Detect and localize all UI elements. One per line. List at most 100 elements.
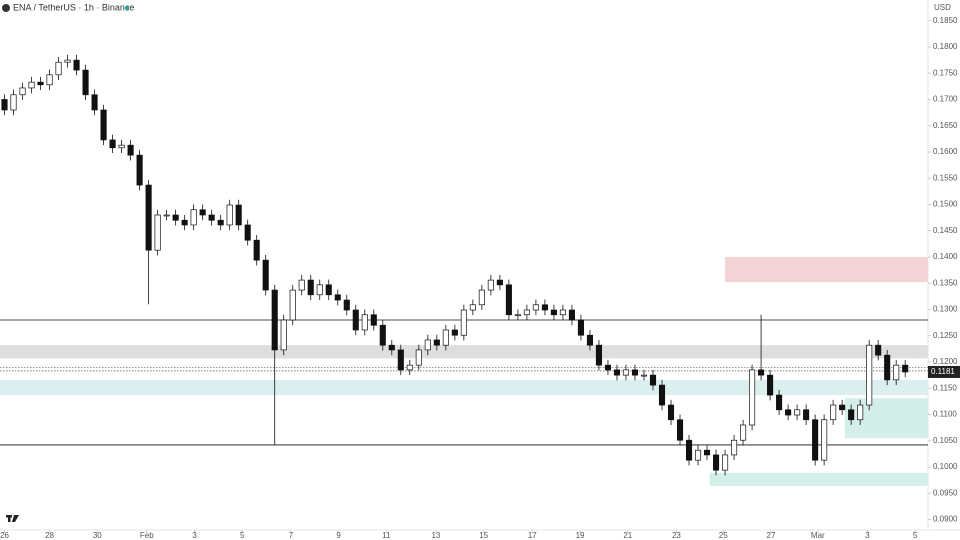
candle-body xyxy=(451,329,458,336)
candle-body xyxy=(280,319,287,351)
y-tick-label: 0.1500 xyxy=(933,200,958,209)
candle-body xyxy=(253,239,260,261)
x-tick-label: 19 xyxy=(576,531,585,540)
candle-body xyxy=(803,409,810,421)
candle-body xyxy=(514,314,521,317)
candle-body xyxy=(298,279,305,291)
y-tick-label: 0.1450 xyxy=(933,226,958,235)
candle-body xyxy=(46,74,53,86)
candle-body xyxy=(100,109,107,141)
candle-body xyxy=(190,209,197,226)
candle-body xyxy=(217,219,224,226)
y-tick-label: 0.1200 xyxy=(933,357,958,366)
zone xyxy=(0,379,928,396)
candle-body xyxy=(442,329,449,346)
candle-body xyxy=(505,284,512,316)
candle-body xyxy=(487,279,494,291)
candle-body xyxy=(640,374,648,377)
x-tick-label: 23 xyxy=(672,531,681,540)
candle-body xyxy=(586,334,594,346)
candle-body xyxy=(749,369,756,426)
y-tick-label: 0.1650 xyxy=(933,121,958,130)
y-tick-label: 0.1800 xyxy=(933,42,958,51)
candle-body xyxy=(794,409,801,416)
candle-body xyxy=(19,87,26,96)
candle-body xyxy=(28,81,35,89)
chart-title: ENA / TetherUS · 1h · Binance xyxy=(13,2,134,12)
candle-body xyxy=(370,314,377,326)
candle-body xyxy=(181,219,188,226)
candle-body xyxy=(316,284,323,296)
y-tick-label: 0.1850 xyxy=(933,16,958,25)
candle-body xyxy=(812,419,819,461)
y-tick-label: 0.0900 xyxy=(933,515,958,524)
candle-body xyxy=(172,214,179,221)
y-tick-label: 0.1400 xyxy=(933,252,958,261)
candle-body xyxy=(163,214,170,217)
candle-body xyxy=(343,299,350,311)
candle-body xyxy=(352,309,359,331)
candle-body xyxy=(433,339,440,346)
candle-body xyxy=(821,419,828,461)
last-price-box xyxy=(928,365,960,378)
x-tick-label: 13 xyxy=(431,531,440,540)
candle-body xyxy=(118,144,125,149)
candle-body xyxy=(613,369,621,376)
candle-body xyxy=(857,404,864,421)
candle-body xyxy=(848,409,855,421)
candle-body xyxy=(649,374,657,386)
candle-body xyxy=(235,204,242,226)
x-tick-label: 21 xyxy=(623,531,632,540)
candle-body xyxy=(127,144,134,156)
candle-body xyxy=(758,369,765,376)
candle-body xyxy=(64,59,71,63)
candle-body xyxy=(361,314,368,331)
candle-body xyxy=(397,349,404,371)
candle-body xyxy=(55,61,62,76)
y-tick-label: 0.0950 xyxy=(933,488,958,497)
candle-body xyxy=(712,454,720,471)
candle-body xyxy=(91,94,98,111)
candle-body xyxy=(37,81,44,86)
tradingview-logo xyxy=(6,515,19,522)
candle-body xyxy=(532,304,539,311)
candle-body xyxy=(271,289,278,351)
y-tick-label: 0.1750 xyxy=(933,68,958,77)
x-tick-label: Mar xyxy=(811,531,825,540)
candle-body xyxy=(767,374,774,396)
candle-body xyxy=(388,344,395,351)
currency-label: USD xyxy=(934,3,951,12)
x-tick-label: 15 xyxy=(479,531,488,540)
x-tick-label: 27 xyxy=(767,531,776,540)
candle-body xyxy=(559,309,566,316)
x-tick-label: 11 xyxy=(382,531,391,540)
y-tick-label: 0.1050 xyxy=(933,436,958,445)
candle-body xyxy=(694,449,702,461)
candle-body xyxy=(875,344,882,356)
candle-body xyxy=(631,369,639,376)
candle-body xyxy=(82,69,89,96)
x-tick-label: 17 xyxy=(528,531,537,540)
candle-body xyxy=(893,364,900,381)
candle-body xyxy=(424,339,431,351)
y-tick-label: 0.1350 xyxy=(933,278,958,287)
candle-body xyxy=(685,439,693,461)
candle-body xyxy=(731,439,738,456)
candle-body xyxy=(244,224,251,241)
y-tick-label: 0.1300 xyxy=(933,305,958,314)
candle-body xyxy=(379,324,386,346)
candle-body xyxy=(1,99,8,111)
candle-body xyxy=(145,184,152,251)
candle-body xyxy=(667,404,675,421)
x-tick-label: 25 xyxy=(719,531,728,540)
candle-body xyxy=(415,349,422,366)
candle-body xyxy=(199,209,206,216)
x-tick-label: 5 xyxy=(240,531,245,540)
x-tick-label: 9 xyxy=(336,531,341,540)
x-tick-label: 26 xyxy=(0,531,9,540)
candle-body xyxy=(469,304,476,311)
candle-body xyxy=(154,214,161,251)
candle-body xyxy=(523,309,530,316)
last-price-label: 0.1181 xyxy=(931,367,955,376)
candle-body xyxy=(830,404,837,421)
